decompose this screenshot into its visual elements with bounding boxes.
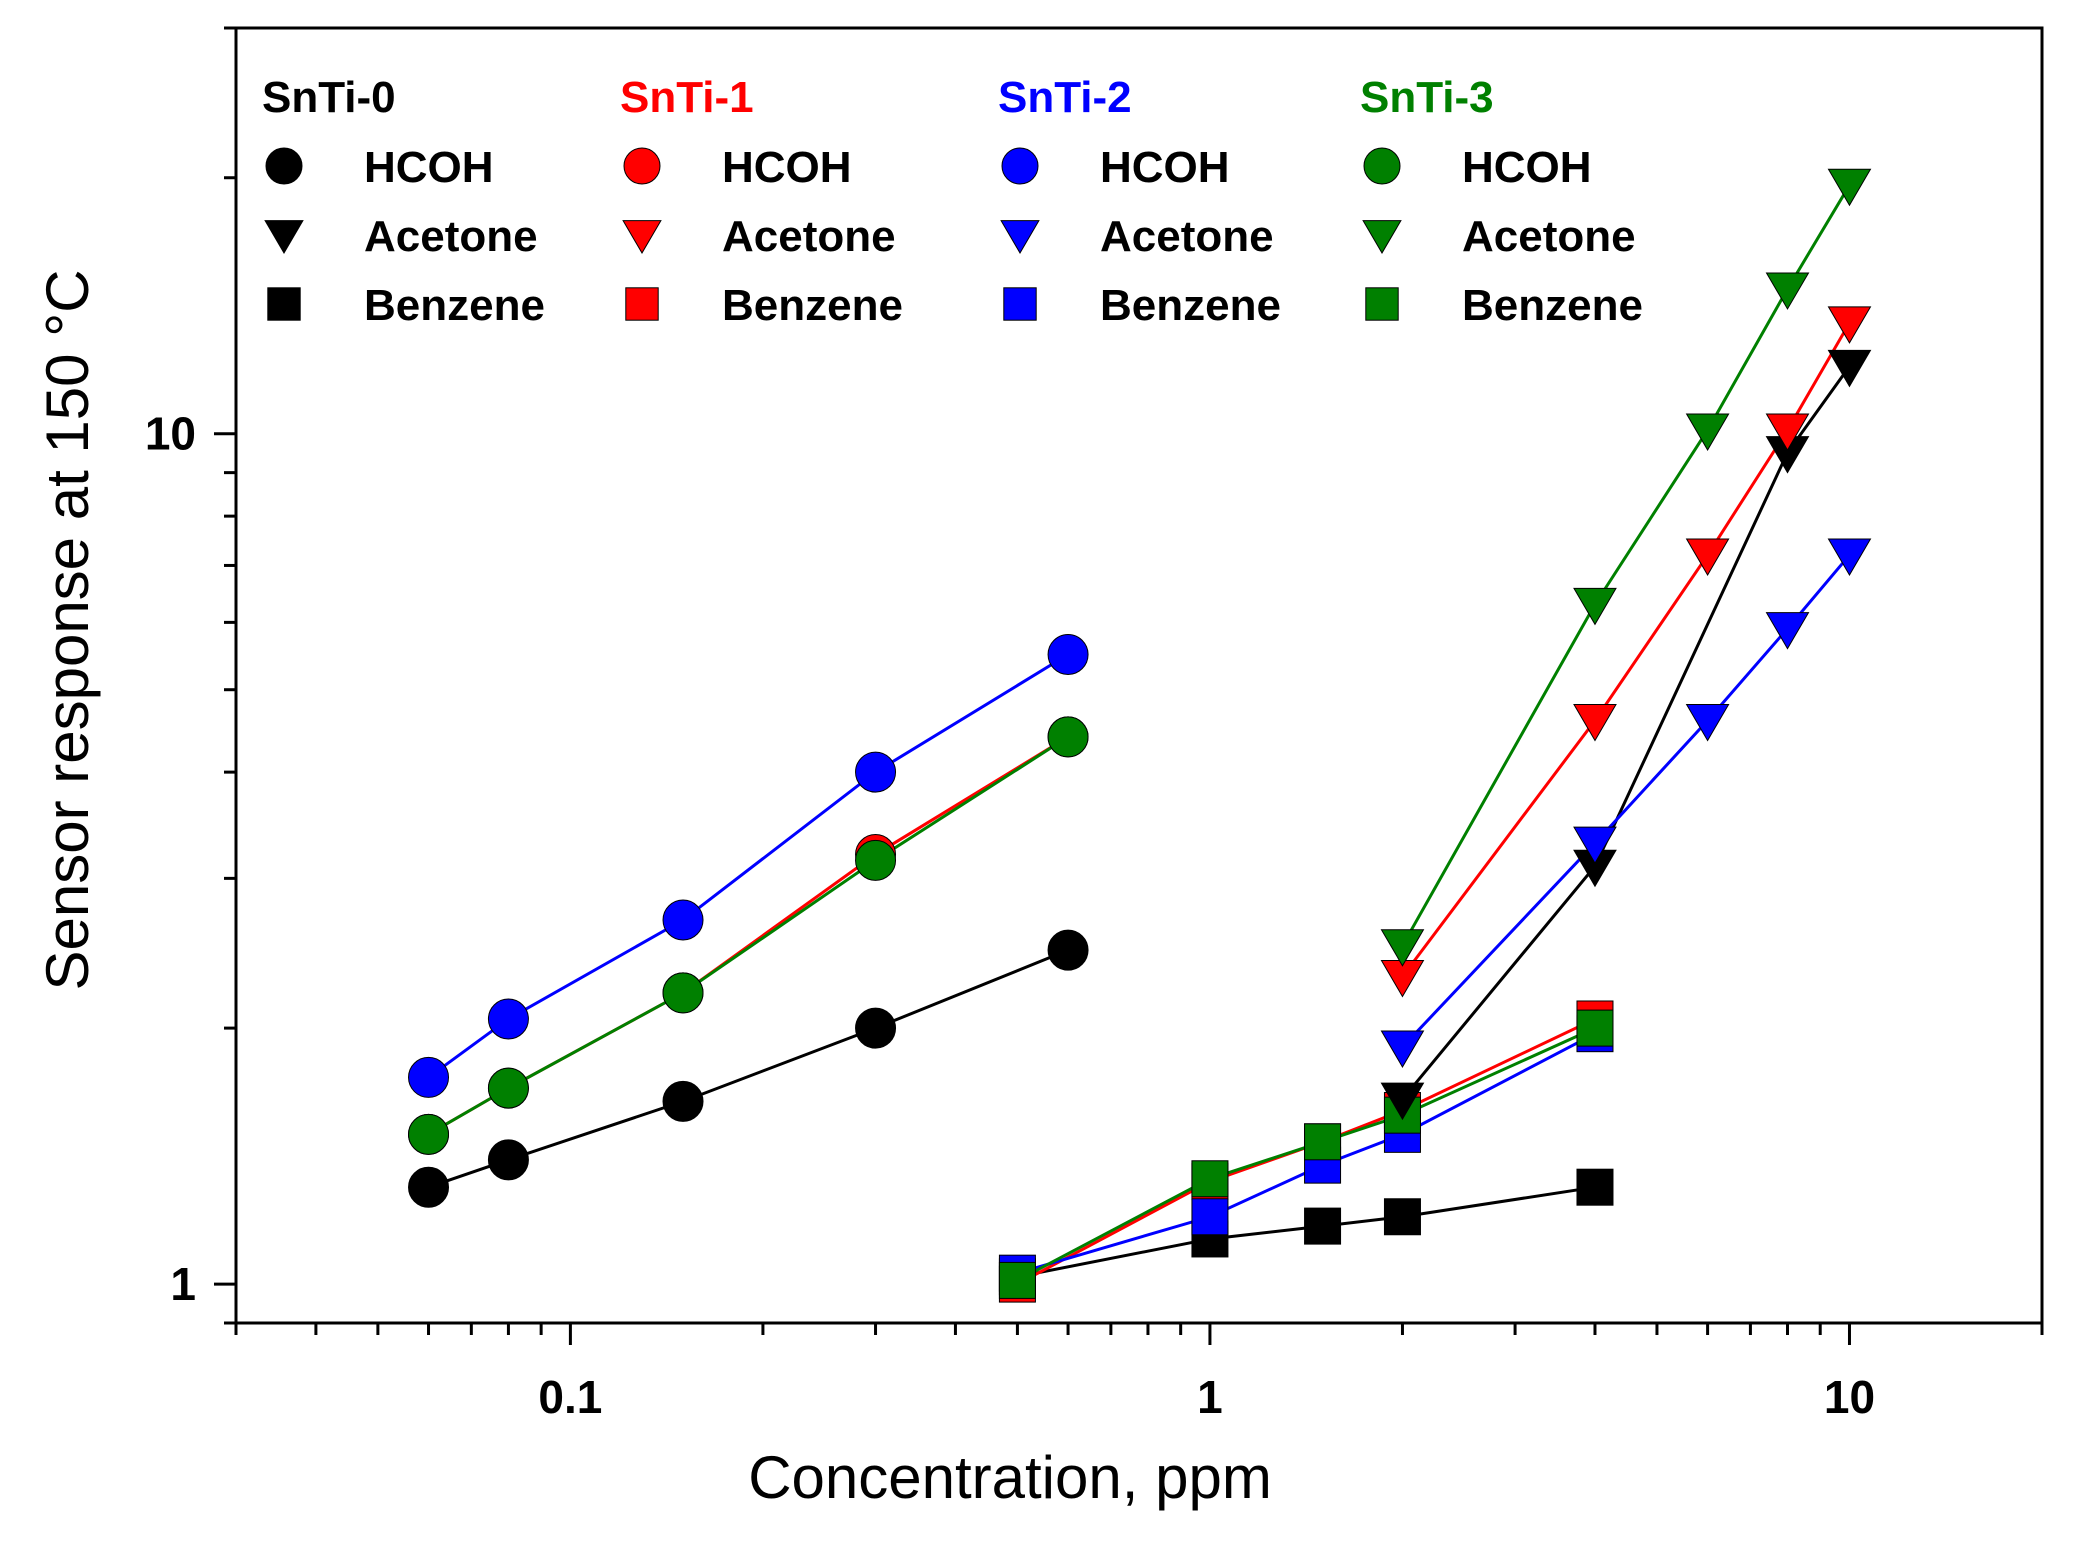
data-point: [1827, 168, 1872, 207]
data-point: [1047, 716, 1089, 758]
data-point: [1685, 538, 1730, 577]
legend-label: HCOH: [722, 143, 852, 192]
data-point: [487, 1139, 529, 1181]
data-point: [1380, 929, 1425, 967]
legend-label: Benzene: [1462, 281, 1643, 330]
legend-label: Acetone: [1100, 212, 1274, 261]
series-points-snti-2-hcoh: [408, 634, 1089, 1098]
series-points-snti-1-acetone: [1380, 306, 1872, 998]
series-points-snti-0-benzene: [998, 1168, 1614, 1296]
data-point: [998, 1261, 1036, 1299]
legend-label: HCOH: [364, 143, 494, 192]
x-tick-labels: 0.1 1 10: [538, 1371, 1875, 1423]
legend-marker: [1365, 287, 1399, 321]
legend-marker: [625, 287, 659, 321]
data-point: [1573, 587, 1617, 626]
data-point: [1380, 1082, 1425, 1121]
data-point: [1573, 826, 1617, 865]
legend-label: Acetone: [364, 212, 538, 261]
plot-area-frame: [234, 26, 2044, 1325]
data-point: [1765, 612, 1810, 650]
minor-ticks: [224, 26, 2044, 1335]
legend-marker: [1362, 220, 1402, 254]
x-tick-label: 0.1: [538, 1371, 602, 1423]
data-point: [1380, 1030, 1425, 1069]
major-ticks: [214, 432, 1851, 1345]
legend-marker: [1001, 147, 1039, 185]
data-point: [408, 1056, 450, 1098]
data-point: [662, 1080, 704, 1122]
data-point: [1576, 1009, 1614, 1047]
data-point: [1765, 272, 1810, 310]
legend-group-snti-0: SnTi-0 HCOH Acetone Benzene: [262, 73, 545, 330]
data-point: [662, 972, 704, 1014]
data-point: [1304, 1123, 1342, 1161]
legend-sample-title: SnTi-0: [262, 73, 396, 122]
data-point: [1047, 929, 1089, 971]
data-point: [662, 899, 704, 941]
legend-label: HCOH: [1462, 143, 1592, 192]
legend-marker: [1003, 287, 1037, 321]
legend-group-snti-3: SnTi-3 HCOH Acetone Benzene: [1360, 73, 1643, 330]
data-point: [1573, 704, 1617, 742]
y-tick-label: 1: [170, 1258, 196, 1310]
data-point: [1685, 413, 1730, 452]
legend-group-snti-1: SnTi-1 HCOH Acetone Benzene: [620, 73, 903, 330]
data-point: [855, 839, 897, 881]
y-tick-label: 10: [145, 408, 196, 460]
data-point: [1191, 1198, 1229, 1236]
data-point: [1576, 1168, 1614, 1206]
data-point: [487, 1067, 529, 1109]
y-tick-labels: 1 10: [145, 408, 196, 1310]
legend-marker: [1000, 220, 1040, 254]
series-points-snti-3-acetone: [1380, 168, 1872, 967]
legend-marker: [267, 287, 301, 321]
legend-label: Acetone: [1462, 212, 1636, 261]
legend-marker: [264, 220, 304, 254]
data-point: [1383, 1198, 1421, 1236]
data-point: [1765, 413, 1810, 452]
series-markers: [408, 168, 1872, 1303]
legend-marker: [623, 147, 661, 185]
series-points-snti-3-hcoh: [408, 716, 1089, 1155]
data-point: [1304, 1207, 1342, 1245]
series-points-snti-2-acetone: [1380, 538, 1872, 1069]
data-point: [1685, 704, 1730, 742]
data-point: [408, 1113, 450, 1155]
legend-sample-title: SnTi-3: [1360, 73, 1494, 122]
legend: SnTi-0 HCOH Acetone Benzene SnTi-1 HCOH Aceton…: [262, 73, 1643, 330]
data-point: [487, 998, 529, 1040]
data-point: [1827, 538, 1872, 577]
legend-sample-title: SnTi-1: [620, 73, 754, 122]
data-point: [855, 751, 897, 793]
x-tick-label: 1: [1197, 1371, 1223, 1423]
legend-marker: [265, 147, 303, 185]
series-points-snti-3-benzene: [998, 1009, 1614, 1299]
legend-marker: [1363, 147, 1401, 185]
y-axis-title: Sensor response at 150 °C: [34, 269, 101, 990]
legend-sample-title: SnTi-2: [998, 73, 1132, 122]
legend-label: Benzene: [364, 281, 545, 330]
data-point: [1047, 634, 1089, 676]
data-point: [855, 1007, 897, 1049]
legend-label: Acetone: [722, 212, 896, 261]
legend-label: HCOH: [1100, 143, 1230, 192]
series-line-snti-0-acetone: [1401, 365, 1851, 1101]
data-point: [1191, 1160, 1229, 1198]
data-point: [1827, 306, 1872, 344]
x-tick-label: 10: [1824, 1371, 1875, 1423]
legend-marker: [622, 220, 662, 254]
legend-group-snti-2: SnTi-2 HCOH Acetone Benzene: [998, 73, 1281, 330]
series-points-snti-0-hcoh: [408, 929, 1089, 1208]
legend-label: Benzene: [1100, 281, 1281, 330]
legend-label: Benzene: [722, 281, 903, 330]
x-axis-title: Concentration, ppm: [748, 1444, 1272, 1511]
data-point: [408, 1166, 450, 1208]
data-point: [1827, 349, 1872, 388]
